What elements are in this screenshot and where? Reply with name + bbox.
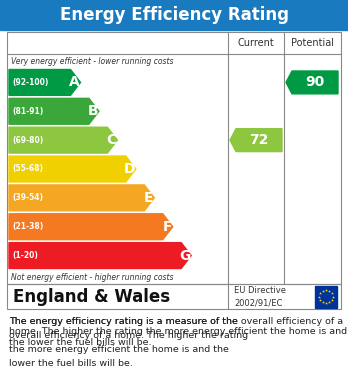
Text: The energy efficiency rating is a measure of the: The energy efficiency rating is a measur… [9,317,238,326]
Polygon shape [230,129,282,152]
Text: England & Wales: England & Wales [13,287,170,305]
Text: Not energy efficient - higher running costs: Not energy efficient - higher running co… [11,273,174,282]
Text: C: C [106,133,116,147]
Text: B: B [87,104,98,118]
Polygon shape [286,71,338,94]
Polygon shape [9,70,80,95]
Text: EU Directive: EU Directive [234,286,286,295]
Polygon shape [9,99,99,124]
Text: overall efficiency of a home. The higher the rating: overall efficiency of a home. The higher… [9,331,248,340]
Polygon shape [9,243,191,269]
Text: 90: 90 [306,75,325,90]
Text: the more energy efficient the home is and the: the more energy efficient the home is an… [9,345,229,354]
Text: (21-38): (21-38) [12,222,43,231]
Text: lower the fuel bills will be.: lower the fuel bills will be. [9,359,133,368]
Text: E: E [144,191,153,205]
Text: Potential: Potential [291,38,334,48]
Text: F: F [162,220,172,234]
Text: G: G [179,249,190,263]
Polygon shape [9,156,136,182]
Text: Current: Current [238,38,274,48]
Text: The energy efficiency rating is a measure of the overall efficiency of a home. T: The energy efficiency rating is a measur… [9,317,347,347]
Bar [0,0,348,30]
Polygon shape [9,214,173,240]
Text: Energy Efficiency Rating: Energy Efficiency Rating [60,6,288,24]
Text: 2002/91/EC: 2002/91/EC [234,298,282,307]
Text: (69-80): (69-80) [12,136,43,145]
Text: (1-20): (1-20) [12,251,38,260]
Text: A: A [69,75,79,90]
Bar [7,32,341,284]
Polygon shape [9,127,117,153]
Text: (39-54): (39-54) [12,194,43,203]
Bar [315,285,337,307]
Text: 72: 72 [249,133,269,147]
Polygon shape [9,185,154,211]
Bar [7,284,341,309]
Text: (55-68): (55-68) [12,165,43,174]
Text: Very energy efficient - lower running costs: Very energy efficient - lower running co… [11,57,174,66]
Text: D: D [123,162,135,176]
Text: (92-100): (92-100) [12,78,48,87]
Text: (81-91): (81-91) [12,107,43,116]
